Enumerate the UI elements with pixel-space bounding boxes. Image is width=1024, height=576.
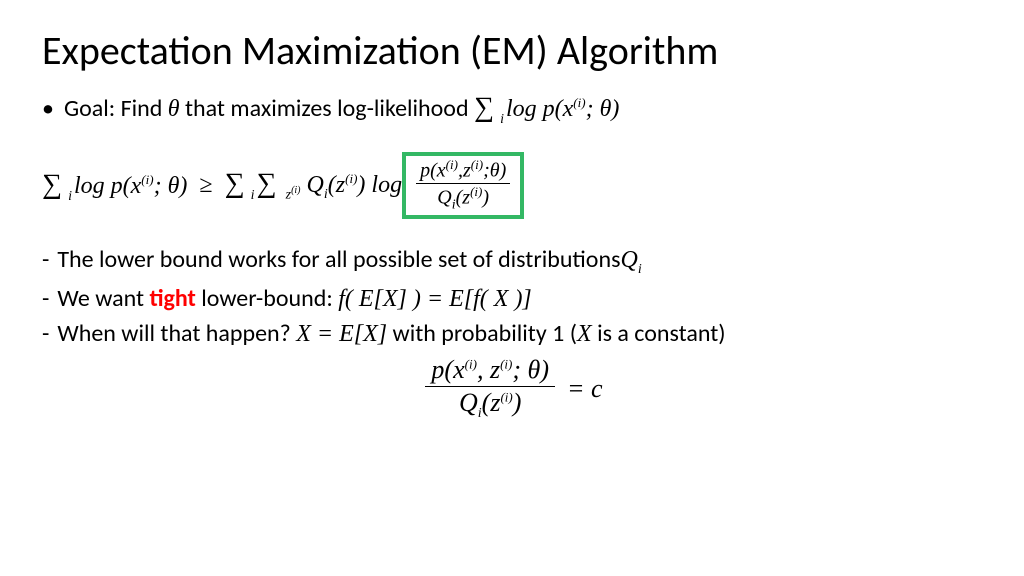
inequality-lhs: ∑i log p(x(i); θ) (42, 169, 187, 201)
goal-prefix: Goal: Find (64, 94, 168, 123)
goal-mid: that maximizes log-likelihood (180, 94, 474, 123)
note1-text: The lower bound works for all possible s… (57, 245, 620, 274)
dash-2: - (42, 284, 49, 313)
inequality-rhs-prefix: ∑i ∑z(i) Qi(z(i)) log (225, 168, 403, 203)
tight-equation: f( E[X] ) = E[f( X )] (338, 286, 532, 312)
note-line-3: - When will that happen? X = E[X] with p… (42, 319, 982, 348)
note2-a: We want (57, 284, 149, 313)
note-line-2: - We want tight lower-bound: f( E[X] ) =… (42, 284, 982, 313)
inequality-line: ∑i log p(x(i); θ) ≥ ∑i ∑z(i) Qi(z(i)) lo… (42, 152, 982, 219)
x-symbol: X (577, 321, 592, 347)
lower-bound-fraction: p(x(i),z(i);θ) Qi(z(i)) (416, 158, 510, 213)
note3-c: is a constant) (592, 319, 726, 348)
dash-3: - (42, 319, 49, 348)
note3-wrap: When will that happen? X = E[X] with pro… (57, 319, 725, 348)
boxed-fraction: p(x(i),z(i);θ) Qi(z(i)) (402, 152, 524, 219)
theta-symbol: θ (168, 96, 180, 122)
goal-equation: ∑i log p(x(i); θ) (474, 96, 619, 122)
bullet-dot: • (42, 94, 54, 123)
tight-word: tight (149, 284, 195, 313)
note-line-1: - The lower bound works for all possible… (42, 245, 982, 278)
goal-bullet: • Goal: Find θ that maximizes log-likeli… (42, 92, 982, 124)
note2-wrap: We want tight lower-bound: f( E[X] ) = E… (57, 284, 531, 313)
q-symbol: Qi (620, 247, 641, 278)
geq-symbol: ≥ (199, 172, 212, 199)
equals-c: = c (567, 374, 603, 404)
dash-1: - (42, 245, 49, 274)
note2-b: lower-bound: (196, 284, 338, 313)
note3-b: with probability 1 ( (387, 319, 577, 348)
goal-text: Goal: Find θ that maximizes log-likeliho… (64, 92, 619, 124)
final-equation: p(x(i), z(i); θ) Qi(z(i)) = c (42, 354, 982, 424)
slide-title: Expectation Maximization (EM) Algorithm (42, 28, 982, 74)
note3-a: When will that happen? (57, 319, 296, 348)
final-fraction: p(x(i), z(i); θ) Qi(z(i)) (425, 354, 555, 424)
x-eq-ex: X = E[X] (296, 321, 387, 347)
